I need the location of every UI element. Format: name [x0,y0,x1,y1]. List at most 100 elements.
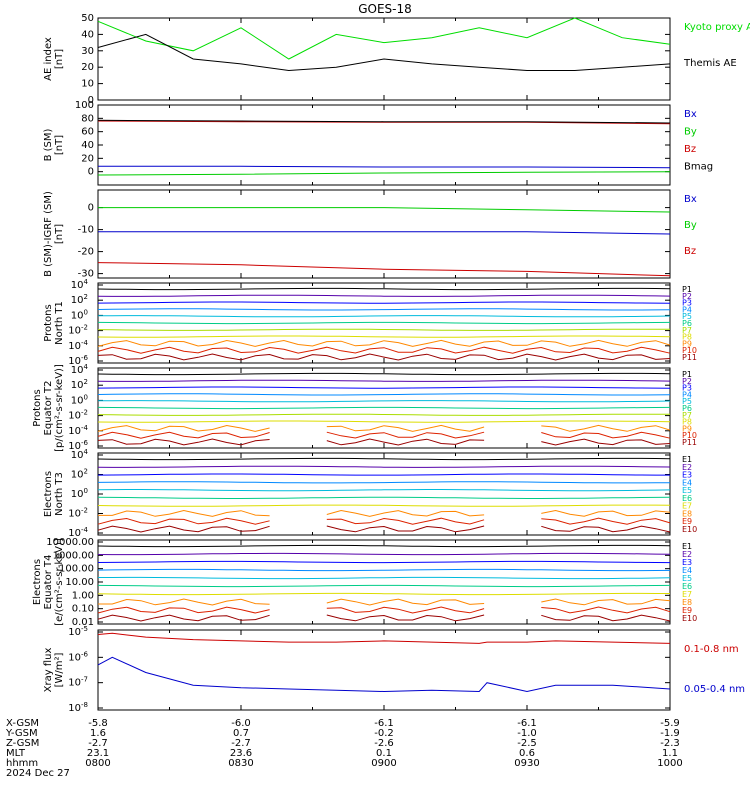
channel-line [97,606,270,614]
channel-line [326,438,485,446]
footer-value: -2.5 [517,738,537,749]
footer-value: -6.0 [231,718,251,729]
channel-legend: P7 [682,411,692,420]
channel-legend: P9 [682,339,692,348]
y-tick-label: 10-6 [68,650,88,663]
channel-line [97,339,671,347]
footer-row-label: hhmm [6,758,38,769]
channel-line [97,473,670,476]
y-axis-label: [nT] [54,135,65,155]
channel-legend: E9 [682,517,692,526]
channel-line [97,552,671,556]
footer-value: 1.1 [662,748,678,759]
y-tick-label: -30 [78,269,94,280]
y-tick-label: 40 [81,140,94,151]
channel-line [98,598,270,606]
channel-line [97,287,671,291]
channel-line [98,509,270,517]
channel-line [97,301,671,304]
channel-line [97,393,671,396]
channel-legend: P2 [682,292,692,301]
channel-line [97,379,671,382]
channel-line [541,606,671,614]
channel-line [97,481,671,484]
channel-line [541,517,671,525]
channel-line [326,525,485,533]
channel-line [541,614,671,622]
channel-legend: E6 [682,582,692,591]
channel-legend: P5 [682,397,692,406]
y-tick-label: 104 [71,363,89,376]
y-tick-label: 10-2 [68,324,88,337]
y-tick-label: 0 [88,203,94,214]
channel-line [97,424,270,432]
y-tick-label: 60 [81,127,94,138]
channel-line [97,568,671,572]
footer-value: -1.9 [660,728,680,739]
legend-entry: Kyoto proxy AE [684,22,750,33]
channel-legend: E10 [682,525,697,534]
y-tick-label: 100.00 [59,564,94,575]
channel-line [541,509,671,517]
channel-legend: E6 [682,494,692,503]
channel-legend: P2 [682,377,692,386]
channel-legend: E2 [682,463,692,472]
channel-legend: P6 [682,319,692,328]
channel-line [97,294,671,297]
y-tick-label: 104 [71,448,89,461]
channel-line [97,614,270,622]
y-axis-label: Equator T2 [43,381,54,436]
y-axis-label: AE index [43,37,54,81]
footer-value: 0.6 [519,748,535,759]
channel-legend: P10 [682,346,697,355]
channel-line [326,424,485,432]
y-axis-label: North T3 [54,472,65,516]
y-axis-label: [nT] [54,49,65,69]
panel-pnt1: Protons North T1 104 102 100 10-2 10-4 10-6 P1P2… [43,278,697,367]
legend-entry: By [684,127,697,138]
series-line [97,656,671,693]
footer-row-label: Z-GSM [6,738,39,749]
channel-legend: E4 [682,566,692,575]
channel-legend: P11 [682,353,697,362]
footer-value: 23.1 [87,748,109,759]
footer-value: -5.9 [660,718,680,729]
y-axis-label: Equator T4 [43,555,54,610]
legend-entry: Bx [684,109,697,120]
channel-legend: P4 [682,390,692,399]
channel-line [97,420,671,423]
y-tick-label: 10-4 [68,339,88,352]
y-tick-label: -20 [78,247,94,258]
footer-value: -6.1 [517,718,537,729]
y-tick-label: 20 [81,62,94,73]
y-tick-label: 10 [81,79,94,90]
y-tick-label: 50 [81,13,94,24]
channel-line [326,614,485,622]
y-tick-label: 10-6 [68,439,88,452]
channel-line [97,308,671,311]
footer-value: -2.7 [231,738,251,749]
y-axis-label: [W/m²] [54,652,65,687]
channel-line [541,431,671,439]
legend-entry: By [684,220,697,231]
channel-line [97,517,270,525]
footer-value: 1000 [657,758,682,769]
channel-line [326,517,485,525]
footer-value: 0930 [514,758,539,769]
channel-line [97,413,670,416]
y-axis-label: [p/(cm²-s-sr-keV)] [54,364,65,452]
channel-legend: P1 [682,285,692,294]
channel-line [97,489,671,492]
y-axis-label: B (SM)-IGRF (SM) [43,191,54,277]
channel-line [97,406,671,410]
y-tick-label: 100 [71,393,88,406]
panel-xray: Xray flux [W/m²] 10-5 10-6 10-7 10-8 0.1-0.8 n… [43,625,745,714]
channel-line [97,328,670,331]
y-tick-label: 102 [71,468,88,481]
channel-legend: E1 [682,542,692,551]
y-axis-label: [nT] [54,224,65,244]
y-tick-label: 10-5 [68,625,88,638]
